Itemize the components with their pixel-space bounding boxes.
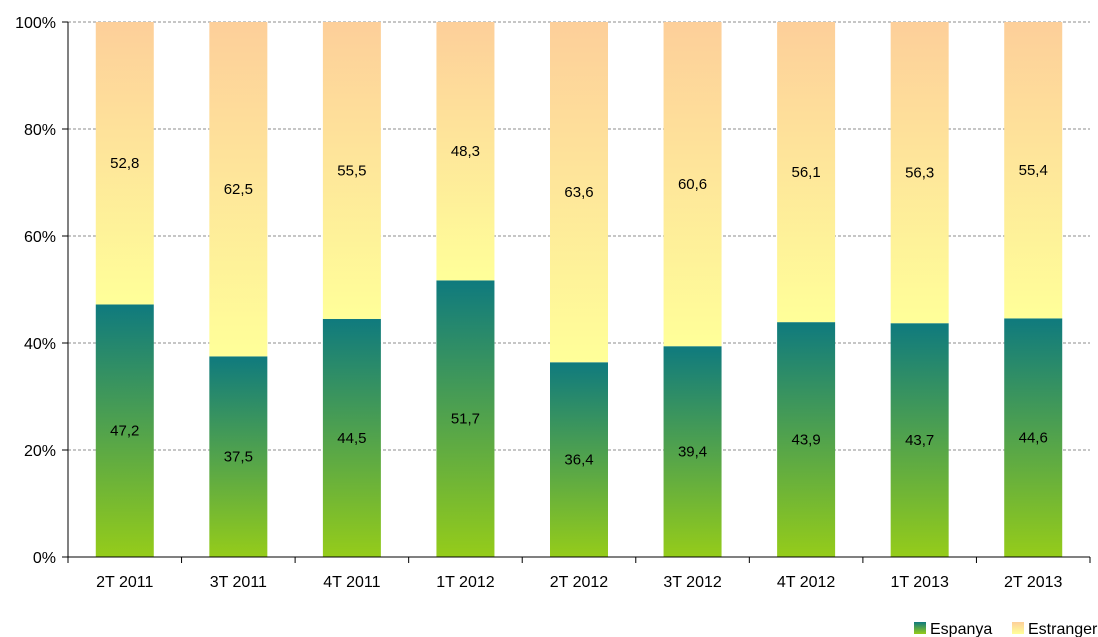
y-tick-label: 80% (24, 122, 56, 139)
data-label: 55,4 (1019, 162, 1048, 179)
data-labels: 47,2 52,8 37,5 62,5 44,5 55,5 51,7 48,3 36,4 63,6… (110, 143, 1048, 468)
bar-espanya-2t-2012 (550, 362, 608, 557)
bar-estranger-4t-2011 (322, 22, 381, 319)
y-tick-label: 20% (24, 443, 56, 460)
bar-estranger-3t-2011 (209, 22, 268, 357)
data-label: 63,6 (564, 184, 593, 201)
data-label: 43,9 (792, 432, 821, 449)
data-label: 56,1 (792, 164, 821, 181)
bar-estranger-4t-2012 (777, 22, 836, 323)
data-label: 56,3 (905, 165, 934, 182)
bar-estranger-3t-2012 (663, 22, 722, 347)
bar-estranger-2t-2012 (550, 22, 608, 363)
y-tick-label: 0% (33, 550, 56, 567)
x-tick-label: 2T 2013 (1004, 574, 1063, 591)
legend-swatch-espanya (914, 622, 926, 634)
x-tick-label: 1T 2012 (436, 574, 495, 591)
y-tick-label: 100% (15, 15, 56, 32)
bar-espanya-4t-2011 (322, 318, 381, 557)
bar-estranger-1t-2012 (436, 22, 495, 281)
data-label: 39,4 (678, 444, 707, 461)
bar-espanya-3t-2011 (209, 356, 268, 557)
x-tick-label: 2T 2011 (96, 574, 153, 591)
y-tick-label: 40% (24, 336, 56, 353)
bar-espanya-3t-2012 (663, 346, 722, 557)
data-label: 36,4 (564, 452, 593, 469)
legend-label-estranger: Estranger (1028, 621, 1098, 637)
bar-espanya-1t-2012 (436, 280, 495, 557)
x-tick-label: 4T 2012 (777, 574, 836, 591)
data-label: 55,5 (337, 162, 366, 179)
bar-espanya-4t-2012 (777, 322, 836, 557)
bars (95, 22, 1063, 557)
data-label: 51,7 (451, 411, 480, 428)
axes: 0% 20% 40% 60% 80% 100% 2T 2011 3T 2011 4T 2011 1… (15, 15, 1091, 591)
x-tick-label: 1T 2013 (890, 574, 949, 591)
data-label: 44,5 (337, 430, 366, 447)
data-label: 47,2 (110, 423, 139, 440)
data-label: 44,6 (1019, 430, 1048, 447)
data-label: 48,3 (451, 143, 480, 160)
x-tick-label: 4T 2011 (323, 574, 380, 591)
data-label: 52,8 (110, 155, 139, 172)
bar-espanya-2t-2013 (1004, 318, 1063, 557)
data-label: 43,7 (905, 432, 934, 449)
bar-espanya-1t-2013 (890, 323, 949, 557)
x-tick-label: 3T 2011 (210, 574, 267, 591)
data-label: 62,5 (224, 181, 253, 198)
legend: Espanya Estranger (914, 621, 1098, 637)
bar-espanya-2t-2011 (95, 304, 154, 557)
legend-label-espanya: Espanya (930, 621, 992, 637)
bar-estranger-2t-2011 (95, 22, 154, 305)
y-tick-label: 60% (24, 229, 56, 246)
data-label: 60,6 (678, 176, 707, 193)
x-tick-label: 2T 2012 (550, 574, 609, 591)
bar-estranger-1t-2013 (890, 22, 949, 324)
legend-swatch-estranger (1012, 622, 1024, 634)
data-label: 37,5 (224, 449, 253, 466)
bar-estranger-2t-2013 (1004, 22, 1063, 319)
x-tick-label: 3T 2012 (663, 574, 722, 591)
